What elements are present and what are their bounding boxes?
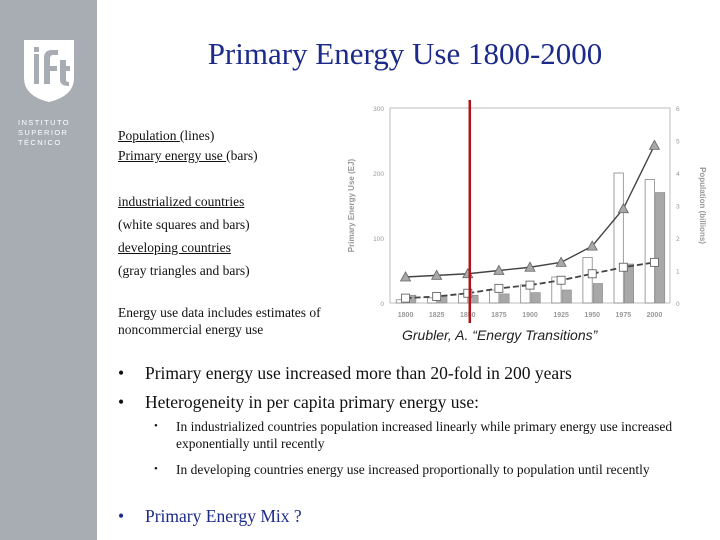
developing-bar [655,192,666,304]
industrialized-population-point [556,275,566,285]
x-tick-label: 1825 [429,312,445,319]
industrialized-population-point [618,262,628,272]
legend-industrialized: industrialized countries [118,194,245,209]
developing-population-point [586,240,598,251]
x-tick-label: 1975 [616,312,632,319]
industrialized-bar [582,257,593,304]
y2-tick-label: 4 [676,171,680,178]
industrialized-population-point [525,280,535,290]
y2-tick-label: 2 [676,236,680,243]
industrialized-population-line [405,261,655,300]
legend-population: Population (lines) [118,128,215,143]
energy-note: Energy use data includes estimates of no… [118,305,321,337]
x-tick-label: 2000 [647,312,663,319]
industrialized-bar [489,289,500,304]
developing-bar [499,293,510,304]
developing-population-point [430,269,443,280]
developing-population-point [399,271,412,282]
developing-population-point [648,139,661,150]
y2-tick-label: 3 [676,204,680,211]
x-tick-label: 1950 [584,312,600,319]
developing-bar [624,263,634,304]
y-tick-label: 200 [373,171,384,178]
industrialized-population-point [401,293,411,303]
developing-population-point [524,261,536,272]
x-tick-label: 1800 [398,312,414,319]
industrialized-population-point [463,288,473,298]
developing-population-point [493,264,505,275]
x-tick-label: 1850 [460,312,476,319]
y2-tick-label: 6 [676,106,680,113]
bullet-2: • Heterogeneity in per capita primary ene… [118,392,479,412]
y-tick-label: 100 [373,236,384,243]
y2-axis-label: Population (billions) [698,167,707,244]
sub-bullet-2: • In developing countries energy use incr… [154,462,650,477]
industrialized-bar [644,179,655,304]
legend-industrialized-desc: (white squares and bars) [118,217,250,232]
legend-developing: developing countries [118,240,231,255]
sidebar: INSTITUTO SUPERIOR TÉCNICO [0,0,97,540]
y-axis-label: Primary Energy Use (EJ) [347,158,356,252]
y2-tick-label: 1 [676,269,680,276]
y2-tick-label: 0 [676,301,680,308]
y-tick-label: 0 [380,301,384,308]
ist-logo-icon [24,40,74,102]
industrialized-population-point [432,292,442,301]
y-tick-label: 300 [373,106,384,113]
bullet-1: • Primary energy use increased more than … [118,363,572,383]
bullet-3: • Primary Energy Mix ? [118,506,302,526]
developing-population-point [617,202,630,214]
industrialized-bar [551,276,562,304]
y2-tick-label: 5 [676,139,680,146]
developing-bar [561,289,572,304]
legend-developing-desc: (gray triangles and bars) [118,263,250,278]
sub-bullet-1: • In industrialized countries population … [154,419,673,451]
institution-name: INSTITUTO SUPERIOR TÉCNICO [18,118,71,147]
energy-chart: 0 100 200 300 0 1 2 3 4 5 6 Primary Energy Use (EJ)… [347,100,707,323]
citation: Grubler, A. “Energy Transitions” [402,327,598,343]
industrialized-population-point [649,257,659,267]
x-tick-label: 1925 [553,312,569,319]
industrialized-population-point [587,269,597,279]
legend-energy: Primary energy use (bars) [118,148,258,163]
industrialized-bar [613,172,624,304]
slide-title: Primary Energy Use 1800-2000 [207,36,603,71]
x-tick-label: 1900 [522,312,538,319]
industrialized-population-point [494,283,504,293]
developing-bar [530,292,541,304]
developing-population-point [555,256,567,267]
developing-bar [592,283,603,304]
x-tick-label: 1875 [491,312,507,319]
